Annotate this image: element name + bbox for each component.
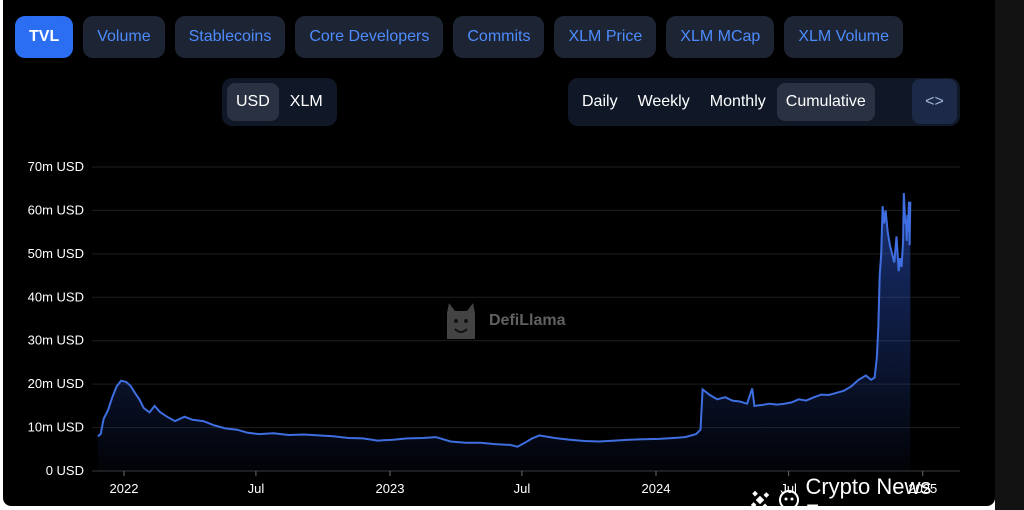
x-tick-label: 2023 — [376, 481, 405, 496]
watermark-text: DefiLlama — [489, 312, 566, 329]
chart-panel: TVL Volume Stablecoins Core Developers C… — [3, 0, 995, 506]
y-tick-label: 10m USD — [28, 420, 84, 435]
tab-volume[interactable]: Volume — [83, 16, 165, 58]
y-tick-label: 60m USD — [28, 202, 84, 217]
period-daily[interactable]: Daily — [582, 93, 618, 110]
tab-commits[interactable]: Commits — [453, 16, 545, 58]
y-tick-label: 0 USD — [46, 463, 84, 478]
tab-xlm-price[interactable]: XLM Price — [554, 16, 657, 58]
code-icon: <> — [925, 92, 944, 110]
tab-core-developers[interactable]: Core Developers — [295, 16, 444, 58]
y-tick-label: 70m USD — [28, 159, 84, 174]
tab-xlm-volume[interactable]: XLM Volume — [784, 16, 904, 58]
x-tick-label: Jul — [514, 481, 531, 496]
x-tick-label: 2022 — [110, 481, 139, 496]
embed-code-button[interactable]: <> — [912, 79, 957, 124]
source-watermark-text: Crypto News Focus — [805, 474, 932, 506]
tab-xlm-mcap[interactable]: XLM MCap — [666, 16, 775, 58]
x-tick-label: 2024 — [642, 481, 671, 496]
y-tick-label: 40m USD — [28, 289, 84, 304]
side-panel — [995, 0, 1024, 510]
y-axis: 0 USD 10m USD 20m USD 30m USD 40m USD 50m USD… — [28, 159, 84, 478]
tvl-line — [97, 193, 912, 448]
watermark: DefiLlama — [441, 299, 565, 343]
metric-tabs: TVL Volume Stablecoins Core Developers C… — [15, 16, 904, 58]
diamond-logo-icon — [750, 490, 770, 506]
source-watermark: Crypto News Focus — [748, 474, 995, 506]
denomination-xlm[interactable]: XLM — [289, 93, 323, 110]
denomination-toggle: USD XLM — [222, 78, 337, 126]
x-tick-label: Jul — [248, 481, 265, 496]
tab-tvl[interactable]: TVL — [15, 16, 74, 58]
period-cumulative[interactable]: Cumulative — [776, 83, 875, 121]
period-monthly[interactable]: Monthly — [709, 93, 766, 110]
tvl-area — [97, 193, 911, 471]
llama-logo-icon — [447, 303, 475, 339]
chat-logo-icon — [778, 490, 799, 506]
x-tick-label: 2025 — [908, 481, 937, 496]
period-weekly[interactable]: Weekly — [637, 93, 690, 110]
y-tick-label: 50m USD — [28, 246, 84, 261]
tvl-chart: 0 USD 10m USD 20m USD 30m USD 40m USD 50m USD… — [28, 159, 960, 496]
period-toggle: Daily Weekly Monthly Cumulative — [568, 78, 960, 126]
denomination-usd[interactable]: USD — [227, 83, 279, 121]
tab-stablecoins[interactable]: Stablecoins — [174, 16, 286, 58]
y-tick-label: 30m USD — [28, 333, 84, 348]
y-tick-label: 20m USD — [28, 376, 84, 391]
